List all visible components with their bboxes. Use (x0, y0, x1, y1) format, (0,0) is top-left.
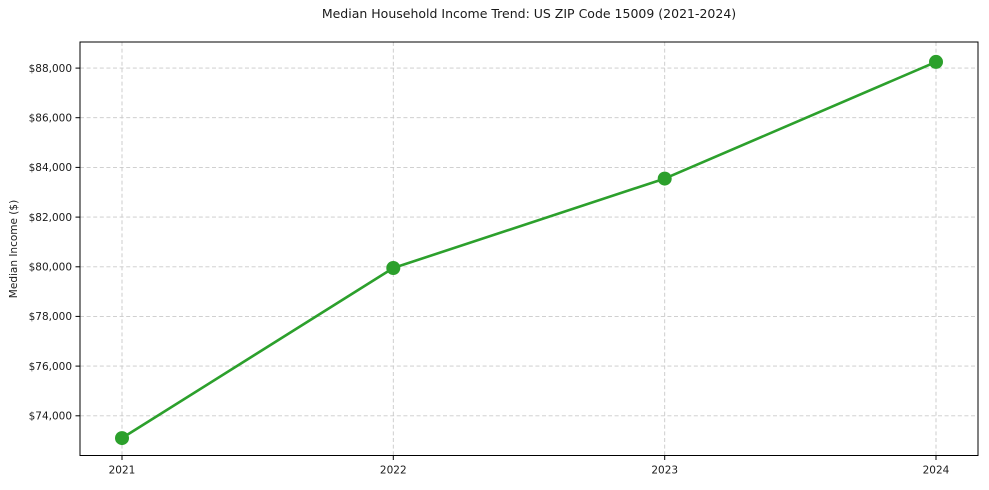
plot-border (79, 41, 979, 456)
y-tick-label: $86,000 (29, 112, 72, 124)
chart-title: Median Household Income Trend: US ZIP Co… (321, 6, 737, 21)
series-line (120, 60, 938, 440)
x-tick-label: 2021 (109, 465, 136, 477)
x-tick-label: 2024 (923, 465, 950, 477)
data-point (386, 261, 401, 275)
y-tick-label: $88,000 (29, 63, 72, 75)
y-tick-label: $82,000 (29, 212, 72, 224)
y-tick-label: $84,000 (29, 162, 72, 174)
data-point (657, 171, 672, 186)
y-tick-label: $76,000 (29, 361, 72, 373)
y-tick-label: $78,000 (29, 311, 72, 323)
x-tick-label: 2023 (651, 465, 678, 477)
y-tick-label: $80,000 (29, 262, 72, 274)
data-point (115, 431, 129, 446)
x-tick-label: 2022 (380, 465, 407, 477)
data-point (929, 54, 943, 69)
y-tick-label: $74,000 (29, 411, 72, 423)
